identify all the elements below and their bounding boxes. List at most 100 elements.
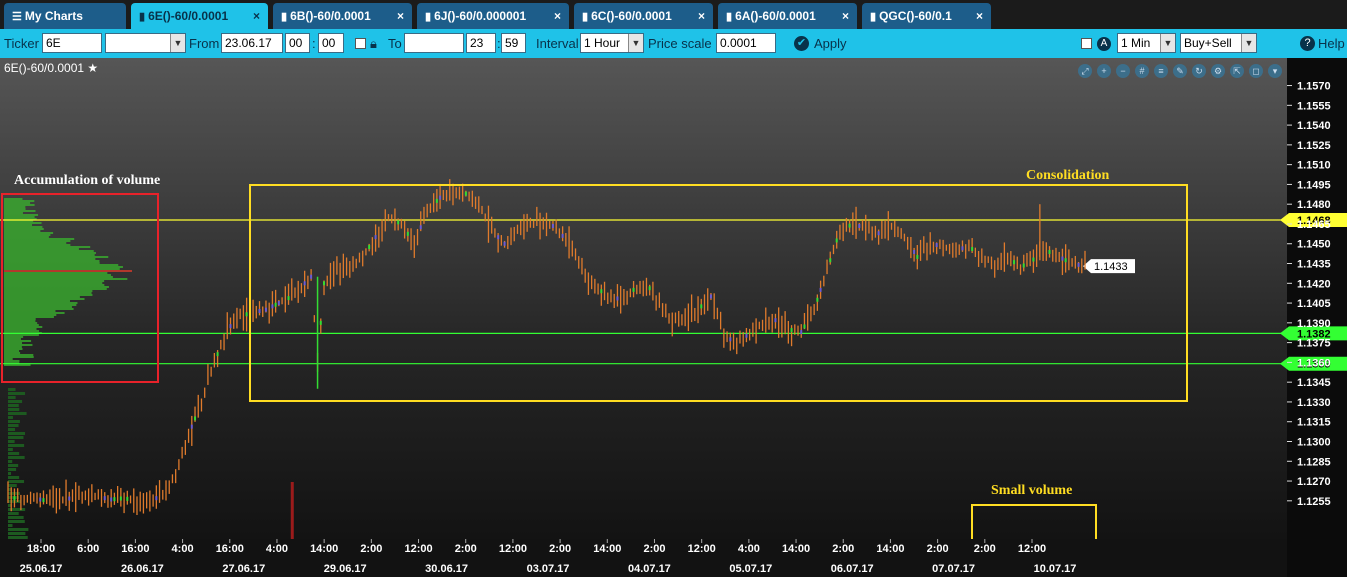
profile-bar (4, 340, 32, 342)
profile-bar (4, 346, 22, 348)
grid-icon[interactable]: # (1135, 64, 1149, 78)
interval-select[interactable]: 1 Hour ▼ (580, 33, 644, 53)
close-icon[interactable]: × (697, 9, 705, 23)
ticker-input[interactable]: 6E (42, 33, 102, 53)
draw-icon[interactable]: ✎ (1173, 64, 1187, 78)
tick-marker (916, 254, 919, 259)
bars-icon[interactable]: ≡ (1154, 64, 1168, 78)
to-enable-checkbox[interactable] (355, 38, 366, 49)
tick-marker (439, 195, 442, 200)
tab-6a[interactable]: ▮ 6A()-60/0.0001 × (718, 3, 857, 29)
x-time-label: 2:00 (549, 543, 571, 555)
close-icon[interactable]: × (252, 9, 260, 23)
y-tick-label: 1.1570 (1297, 81, 1331, 93)
info-circle-icon[interactable]: A (1097, 29, 1111, 58)
left-volume-bar (8, 436, 24, 439)
to-date-input[interactable] (404, 33, 464, 53)
collapse-icon[interactable]: ▾ (1268, 64, 1282, 78)
tab-my-charts[interactable]: ☰ My Charts (4, 3, 126, 29)
side-select[interactable]: Buy+Sell ▼ (1180, 33, 1257, 53)
profile-bar (4, 350, 20, 352)
close-icon[interactable]: × (396, 9, 404, 23)
left-volume-bar (8, 420, 20, 423)
accumulation-label: Accumulation of volume (14, 173, 160, 188)
zoom-in-icon[interactable]: + (1097, 64, 1111, 78)
zoom-out-icon[interactable]: − (1116, 64, 1130, 78)
tick-marker (729, 337, 732, 342)
export-icon[interactable]: ⇱ (1230, 64, 1244, 78)
chart-svg[interactable]: 1.1468 1.1382 1.1359 1.1433 Accumulation of… (0, 58, 1347, 577)
left-volume-bar (8, 468, 17, 471)
fullscreen-icon[interactable]: ◻ (1249, 64, 1263, 78)
profile-bar (4, 314, 57, 316)
x-time-label: 4:00 (266, 543, 288, 555)
tab-6j[interactable]: ▮ 6J()-60/0.000001 × (417, 3, 569, 29)
from-hour-input[interactable]: 00 (285, 33, 310, 53)
timeframe-select[interactable]: 1 Min ▼ (1117, 33, 1176, 53)
apply-label: Apply (814, 36, 847, 51)
level-label: 1.1468 (1297, 215, 1331, 227)
side-value: Buy+Sell (1184, 36, 1232, 50)
chart-area[interactable]: 1.1468 1.1382 1.1359 1.1433 Accumulation of… (0, 58, 1347, 577)
close-icon[interactable]: × (841, 9, 849, 23)
profile-bar (4, 248, 79, 250)
left-volume-bar (8, 412, 27, 415)
y-tick-label: 1.1315 (1297, 417, 1331, 429)
x-time-label: 2:00 (643, 543, 665, 555)
interval-label: Interval (536, 36, 579, 51)
x-time-label: 2:00 (832, 543, 854, 555)
profile-bar (4, 322, 38, 324)
lock-icon[interactable]: 🔒︎ (370, 35, 377, 51)
bar-chart-icon: ▮ (139, 10, 146, 23)
left-volume-bar (8, 424, 19, 427)
profile-bar (4, 264, 119, 266)
profile-bar (4, 364, 31, 366)
star-icon[interactable]: ★ (87, 61, 99, 75)
ticker-select[interactable]: ▼ (105, 33, 186, 53)
profile-bar (4, 210, 36, 212)
tab-6b[interactable]: ▮ 6B()-60/0.0001 × (273, 3, 412, 29)
tick-marker (848, 223, 851, 228)
x-date-label: 30.06.17 (425, 563, 468, 575)
tab-6e[interactable]: ▮ 6E()-60/0.0001 × (131, 3, 268, 29)
zoom-fit-icon[interactable]: ⤢ (1078, 64, 1092, 78)
left-volume-bar (8, 480, 25, 483)
x-time-label: 14:00 (593, 543, 621, 555)
profile-bar (4, 244, 71, 246)
tab-label: 6A()-60/0.0001 (735, 9, 816, 23)
profile-bar (4, 276, 113, 278)
tab-qgc[interactable]: ▮ QGC()-60/0.1 × (862, 3, 991, 29)
profile-bar (4, 220, 34, 222)
profile-bar (4, 278, 128, 280)
profile-bar (4, 308, 74, 310)
profile-bar (4, 336, 24, 338)
small-volume-label: Small volume (991, 483, 1072, 498)
refresh-icon[interactable]: ↻ (1192, 64, 1206, 78)
profile-bar (4, 250, 94, 252)
settings-icon[interactable]: ⚙ (1211, 64, 1225, 78)
interval-value: 1 Hour (584, 36, 621, 50)
from-minute-input[interactable]: 00 (318, 33, 344, 53)
to-minute-input[interactable]: 59 (501, 33, 526, 53)
left-volume-bar (8, 460, 13, 463)
apply-button[interactable]: ✔ Apply (794, 29, 847, 58)
tick-marker (961, 246, 964, 251)
profile-bar (4, 252, 96, 254)
tick-marker (745, 333, 748, 338)
option-checkbox[interactable] (1081, 38, 1092, 49)
close-icon[interactable]: × (975, 9, 983, 23)
help-button[interactable]: ? Help (1300, 29, 1345, 58)
tick-marker (971, 247, 974, 252)
tick-marker (561, 233, 564, 238)
tick-marker (103, 496, 106, 501)
close-icon[interactable]: × (553, 9, 561, 23)
price-scale-input[interactable]: 0.0001 (716, 33, 776, 53)
profile-bar (4, 202, 31, 204)
to-hour-input[interactable]: 23 (466, 33, 496, 53)
y-tick-label: 1.1375 (1297, 338, 1331, 350)
profile-bar (4, 284, 105, 286)
profile-bar (4, 254, 95, 256)
tick-marker (600, 289, 603, 294)
tab-6c[interactable]: ▮ 6C()-60/0.0001 × (574, 3, 713, 29)
from-date-input[interactable]: 23.06.17 (221, 33, 283, 53)
